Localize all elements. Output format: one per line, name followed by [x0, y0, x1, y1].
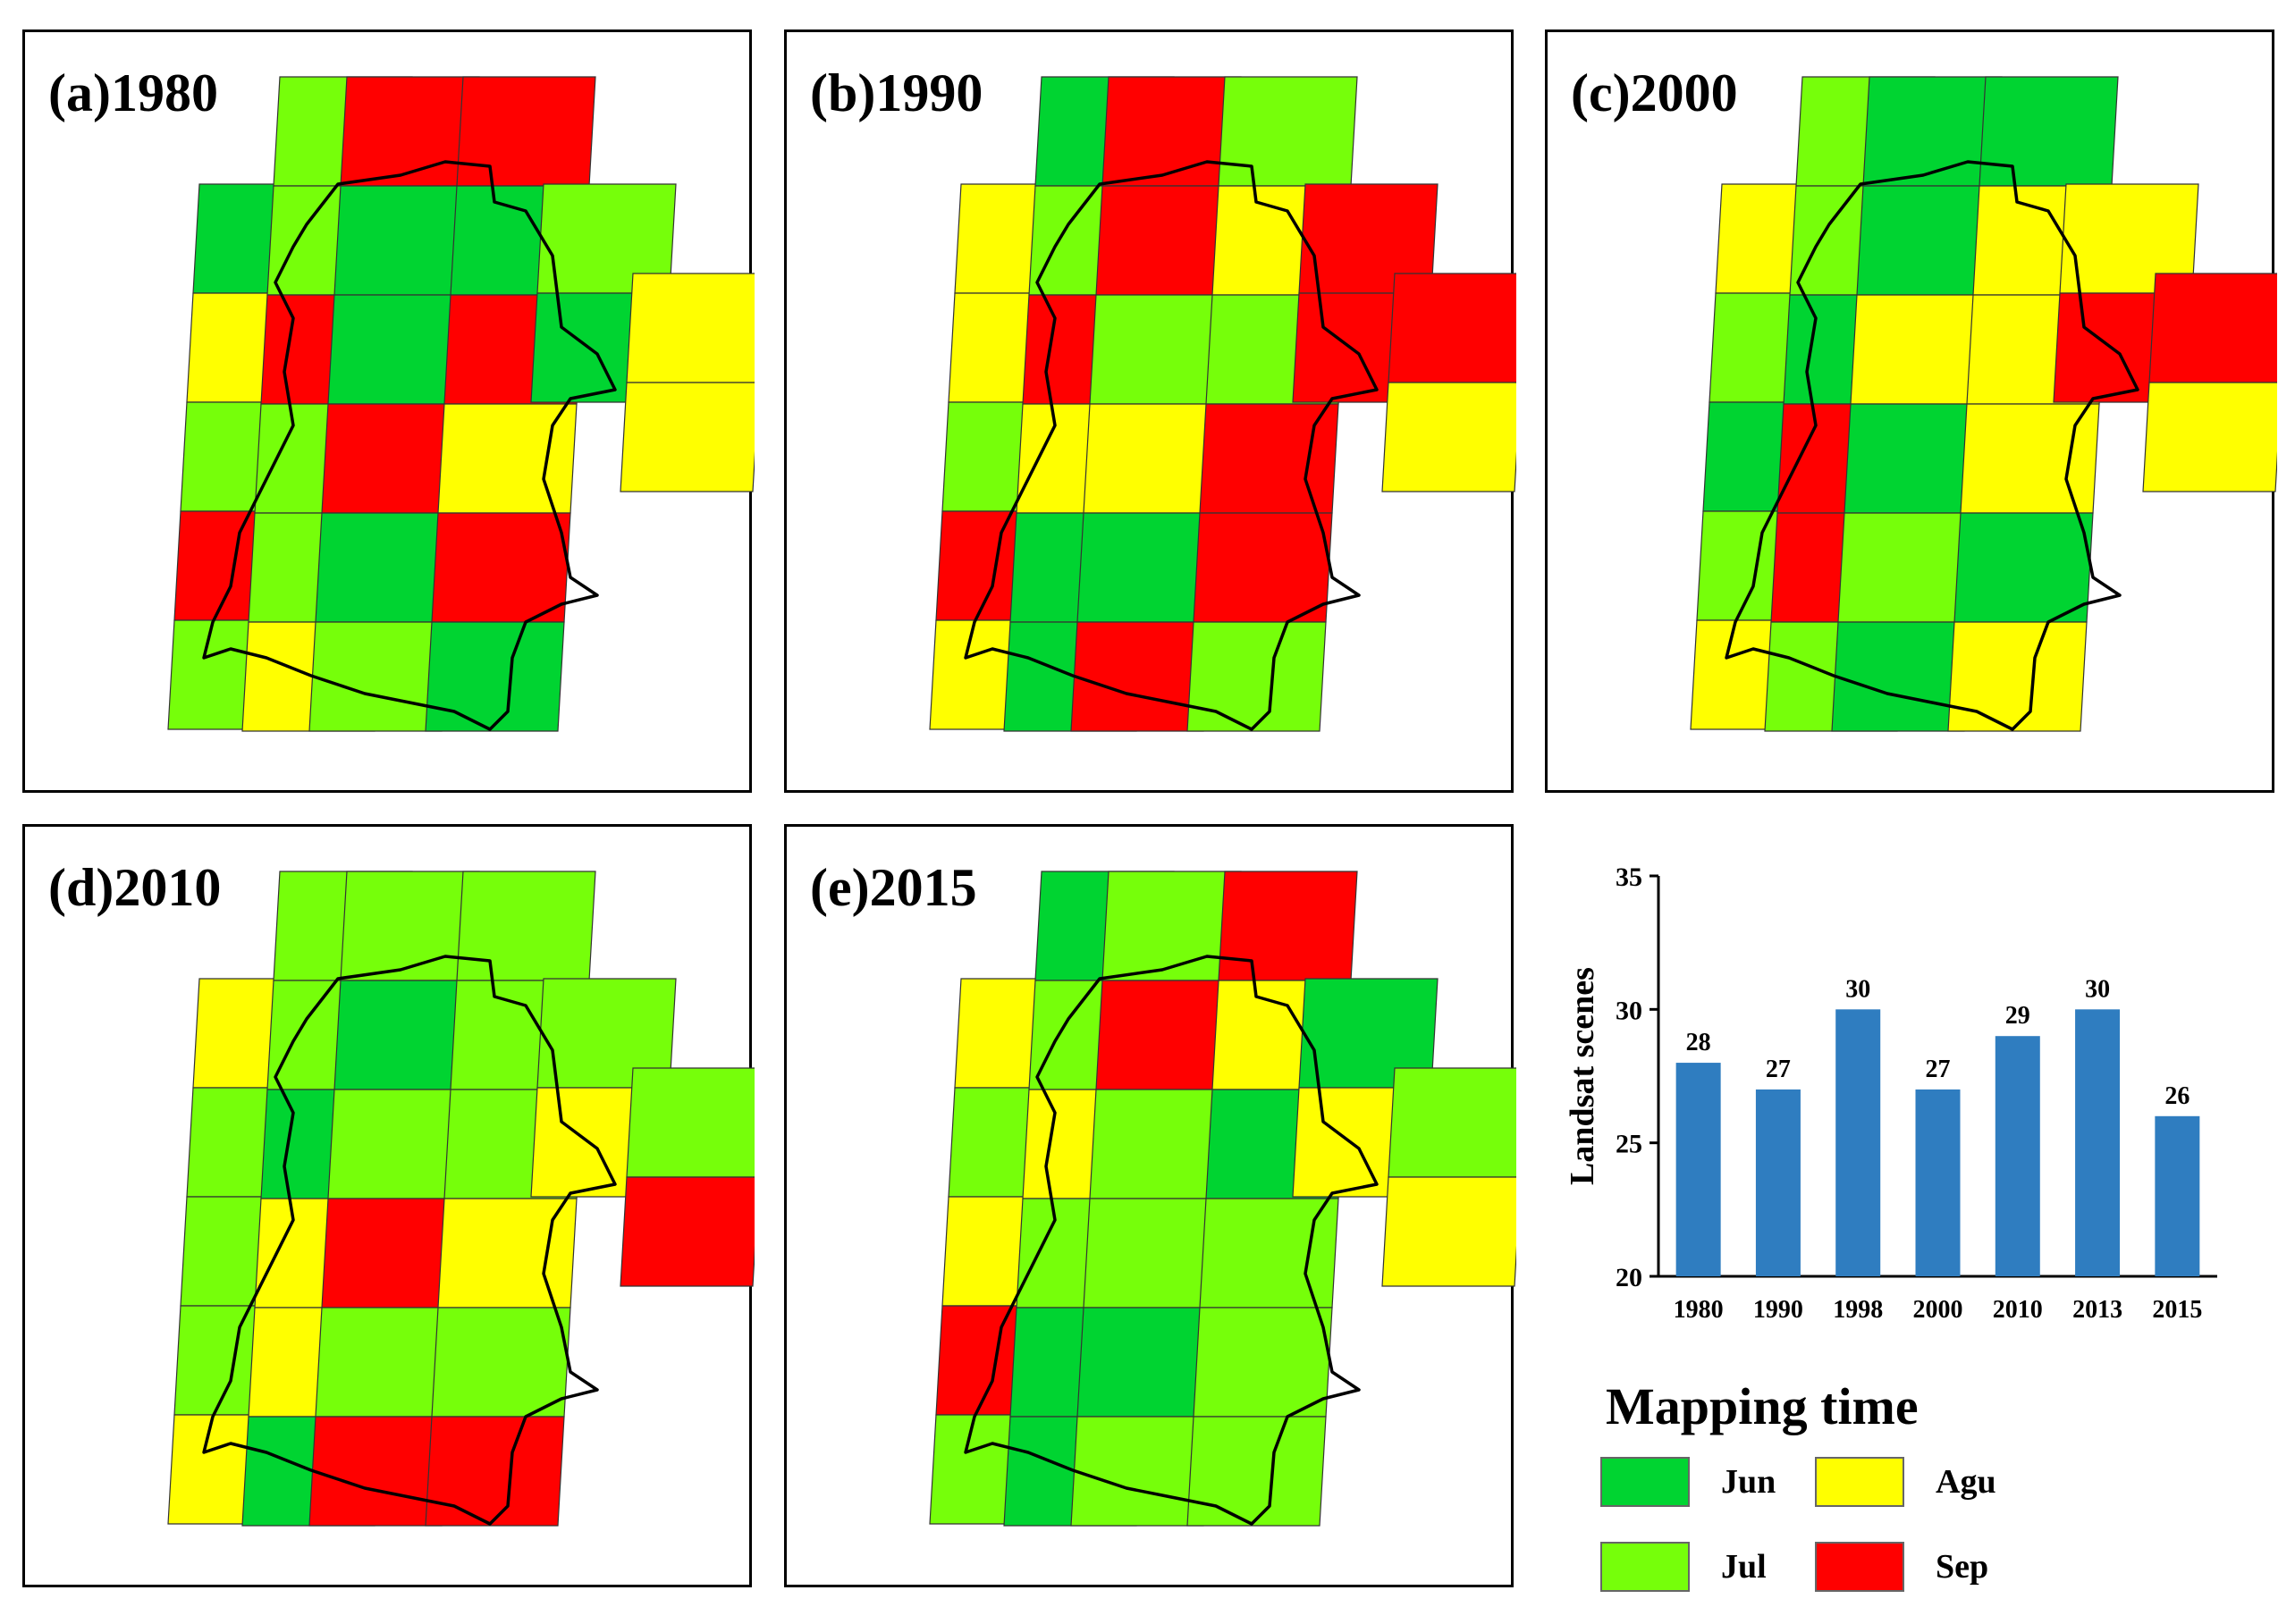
bar-2010 [1995, 1036, 2040, 1276]
data-label-2015: 26 [2164, 1082, 2190, 1110]
y-tick-label: 30 [1616, 996, 1642, 1025]
legend-label-jun: Jun [1721, 1463, 1776, 1501]
legend-label-agu: Agu [1936, 1463, 1996, 1501]
landsat-tile-agu [1381, 1176, 1516, 1287]
landsat-tile-jun [1979, 76, 2119, 187]
data-label-1980: 28 [1686, 1029, 1711, 1056]
landsat-tile-agu [1947, 621, 2088, 732]
landsat-tile-jul [431, 1307, 571, 1418]
data-label-2013: 30 [2085, 975, 2110, 1003]
landsat-tile-jul [1186, 1416, 1327, 1527]
x-tick-label: 1990 [1753, 1296, 1803, 1324]
bar-2013 [2075, 1009, 2121, 1276]
legend-swatch-jun [1600, 1457, 1690, 1507]
data-label-1998: 30 [1845, 975, 1870, 1003]
legend-title: Mapping time [1606, 1377, 1919, 1435]
landsat-tile-sep [456, 76, 596, 187]
landsat-tile-sep [425, 1416, 565, 1527]
landsat-tile-agu [620, 382, 755, 492]
landsat-tile-jun [1953, 512, 2094, 623]
region-boundary [1725, 160, 2139, 731]
legend-swatch-jul [1600, 1542, 1690, 1592]
landsat-tile-agu [626, 273, 755, 383]
x-tick-label: 2010 [1993, 1296, 2043, 1324]
landsat-tile-jul [1388, 1067, 1516, 1178]
region-boundary [202, 955, 617, 1526]
y-tick-label: 35 [1616, 862, 1642, 892]
legend-label-sep: Sep [1936, 1548, 1989, 1586]
panel-title: (b)1990 [810, 63, 983, 122]
landsat-tile-sep [1193, 512, 1333, 623]
map-panel-2000: (c)2000 [1545, 29, 2277, 793]
map-panel-2015: (e)2015 [784, 824, 1516, 1587]
region-boundary [964, 160, 1379, 731]
map-panel-1980: (a)1980 [22, 29, 755, 793]
data-label-2010: 29 [2005, 1002, 2030, 1030]
region-boundary [964, 955, 1379, 1526]
landsat-tile-agu [1381, 382, 1516, 492]
landsat-tile-jul [1193, 1307, 1333, 1418]
region-boundary [202, 160, 617, 731]
landsat-tile-agu [2142, 382, 2277, 492]
data-label-2000: 27 [1926, 1056, 1951, 1083]
panel-title: (a)1980 [48, 63, 218, 122]
landsat-tile-sep [1388, 273, 1516, 383]
map-panel-1990: (b)1990 [784, 29, 1516, 793]
x-tick-label: 1980 [1674, 1296, 1724, 1324]
y-tick-label: 20 [1616, 1263, 1642, 1292]
x-tick-label: 2013 [2072, 1296, 2122, 1324]
data-label-1990: 27 [1766, 1056, 1791, 1083]
landsat-tile-jul [1186, 621, 1327, 732]
landsat-tile-jul [626, 1067, 755, 1178]
legend-swatch-agu [1815, 1457, 1904, 1507]
landsat-tile-sep [1218, 871, 1358, 981]
y-axis-label: Landsat scenes [1564, 967, 1601, 1185]
panel-title: (e)2015 [810, 858, 977, 917]
x-tick-label: 2015 [2152, 1296, 2202, 1324]
legend-swatch-sep [1815, 1542, 1904, 1592]
landsat-tile-jun [425, 621, 565, 732]
y-tick-label: 25 [1616, 1130, 1642, 1159]
bar-1998 [1835, 1009, 1881, 1276]
mapping-time-legend: Mapping time Jun Agu Jul Sep [1600, 1376, 2262, 1618]
panel-title: (d)2010 [48, 858, 222, 917]
bar-2000 [1915, 1089, 1961, 1276]
map-panel-2010: (d)2010 [22, 824, 755, 1587]
bar-2015 [2155, 1115, 2200, 1276]
legend-label-jul: Jul [1721, 1548, 1767, 1586]
x-tick-label: 1998 [1833, 1296, 1883, 1324]
landsat-tile-jul [1218, 76, 1358, 187]
landsat-tile-sep [620, 1176, 755, 1287]
x-tick-label: 2000 [1913, 1296, 1963, 1324]
panel-title: (c)2000 [1571, 63, 1738, 122]
bar-1980 [1675, 1063, 1721, 1276]
landsat-tile-sep [2148, 273, 2277, 383]
landsat-tile-sep [431, 512, 571, 623]
landsat-scenes-bar-chart: 20 25 30 35 Landsat scenes 28 1980 27 1990 30 1998… [1556, 854, 2271, 1354]
landsat-tile-jul [456, 871, 596, 981]
bar-1990 [1755, 1089, 1801, 1276]
